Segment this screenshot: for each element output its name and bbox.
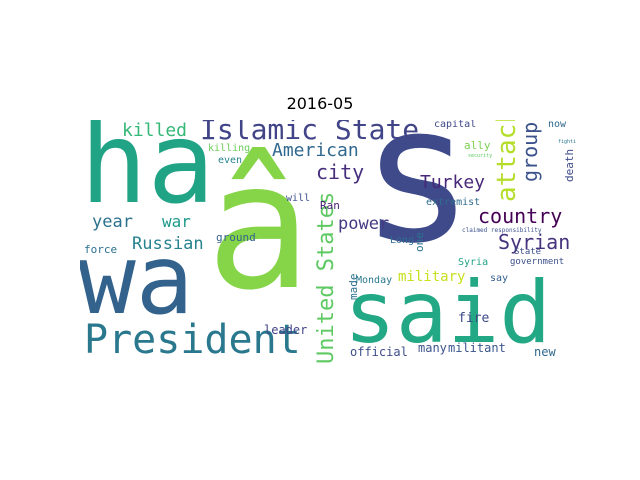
word-attack: attack: [492, 120, 522, 202]
word-american: American: [272, 140, 359, 161]
word-killing: killing: [208, 143, 251, 154]
word-claimed-responsibility: claimed responsibility: [462, 227, 542, 234]
word-wa: wa: [80, 224, 194, 336]
word-country: country: [478, 204, 563, 228]
word-official: official: [350, 345, 408, 359]
word-long: Long: [390, 235, 415, 246]
word-power: power: [338, 214, 390, 234]
word-president: President: [84, 317, 301, 363]
word-now: now: [548, 120, 567, 130]
word-group: group: [518, 121, 542, 182]
chart-title: 2016-05: [286, 94, 354, 113]
word-cloud: s ha wa â said President Islamic State U…: [80, 120, 576, 368]
word-many: many: [418, 341, 447, 355]
word-city: city: [316, 160, 365, 184]
word-capital: capital: [434, 120, 477, 130]
word-militant: militant: [448, 341, 506, 355]
word-ran: Ran: [320, 199, 340, 212]
word-new: new: [534, 345, 556, 359]
word-russian: Russian: [132, 234, 204, 254]
word-fire: fire: [458, 311, 490, 326]
word-death: death: [563, 148, 576, 182]
word-fighting: fighting: [558, 139, 576, 145]
word-even: even: [218, 155, 243, 166]
word-monday: Monday: [356, 275, 393, 286]
word-military: military: [398, 269, 466, 285]
word-killed: killed: [122, 120, 188, 141]
word-war: war: [162, 212, 191, 231]
word-turkey: Turkey: [420, 172, 486, 193]
word-syria: Syria: [458, 257, 489, 268]
word-year: year: [92, 212, 133, 232]
word-syrian: Syrian: [498, 230, 571, 254]
word-islamic-state: Islamic State: [200, 120, 420, 146]
word-s: s: [360, 120, 475, 285]
word-force: force: [84, 243, 118, 256]
word-extremist: extremist: [426, 197, 481, 208]
word-will: will: [286, 193, 311, 204]
word-say: say: [490, 273, 509, 284]
word-security: security: [468, 153, 493, 159]
word-ally: ally: [464, 139, 491, 152]
word-ha: ha: [80, 120, 215, 229]
word-united-states: United States: [314, 191, 339, 364]
word-government: government: [510, 257, 565, 267]
word-state: State: [514, 247, 542, 257]
word-leader: leader: [264, 323, 308, 337]
word-a-hat: â: [206, 126, 312, 329]
word-said: said: [344, 263, 552, 363]
word-ground: ground: [216, 231, 256, 244]
word-one: one: [413, 232, 426, 252]
